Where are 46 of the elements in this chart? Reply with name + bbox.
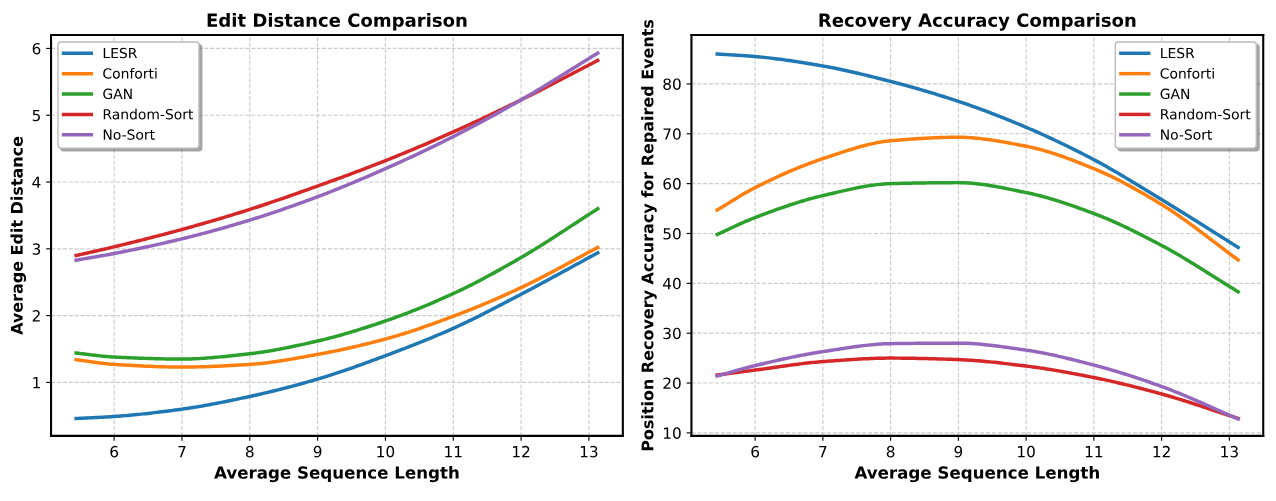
- y-tick-label: 30: [663, 327, 681, 340]
- y-tick-label: 4: [32, 176, 41, 188]
- y-tick-label: 40: [663, 277, 681, 290]
- legend-label: LESR: [103, 47, 138, 59]
- x-tick-label: 6: [751, 445, 760, 458]
- x-tick-label: 13: [580, 445, 598, 458]
- y-tick-label: 3: [32, 243, 41, 255]
- x-tick-label: 7: [178, 446, 186, 458]
- y-tick-label: 60: [663, 178, 681, 190]
- x-tick-label: 13: [1221, 445, 1238, 458]
- chart-title: Recovery Accuracy Comparison: [819, 13, 1136, 31]
- x-tick-label: 10: [377, 445, 395, 458]
- legend-label: Random-Sort: [103, 108, 194, 120]
- legend-label: No-Sort: [1161, 129, 1213, 140]
- x-axis-title: Average Sequence Length: [854, 465, 1099, 483]
- y-tick-label: 1: [33, 377, 40, 389]
- y-tick-label: 5: [32, 109, 40, 122]
- x-tick-label: 12: [513, 445, 530, 458]
- x-tick-label: 8: [886, 445, 895, 458]
- x-tick-label: 11: [445, 446, 462, 458]
- legend-label: Conforti: [1160, 67, 1214, 79]
- x-tick-label: 11: [1085, 446, 1103, 458]
- y-axis-title: Average Edit Distance: [10, 136, 27, 335]
- x-tick-label: 7: [819, 446, 827, 458]
- legend-label: GAN: [1160, 88, 1190, 100]
- x-axis-title: Average Sequence Length: [214, 465, 459, 483]
- y-tick-label: 10: [663, 427, 681, 439]
- legend-label: Random-Sort: [1161, 108, 1251, 120]
- y-tick-label: 20: [663, 377, 681, 390]
- x-tick-label: 10: [1018, 445, 1035, 458]
- legend-label: No-Sort: [103, 129, 155, 140]
- legend-label: Conforti: [103, 67, 157, 79]
- y-tick-label: 50: [663, 227, 681, 240]
- x-tick-label: 8: [245, 445, 254, 458]
- x-tick-label: 9: [313, 445, 322, 458]
- y-axis-title: Position Recovery Accuracy for Repaired Events: [641, 19, 657, 451]
- y-tick-label: 2: [32, 310, 40, 322]
- y-tick-label: 70: [663, 128, 681, 140]
- legend-label: LESR: [1161, 47, 1195, 59]
- y-tick-label: 6: [32, 42, 41, 55]
- y-tick-label: 80: [663, 78, 681, 90]
- x-tick-label: 9: [954, 445, 963, 458]
- legend-label: GAN: [103, 88, 132, 100]
- x-tick-label: 6: [110, 445, 119, 458]
- chart-title: Edit Distance Comparison: [207, 13, 467, 31]
- x-tick-label: 12: [1153, 445, 1170, 458]
